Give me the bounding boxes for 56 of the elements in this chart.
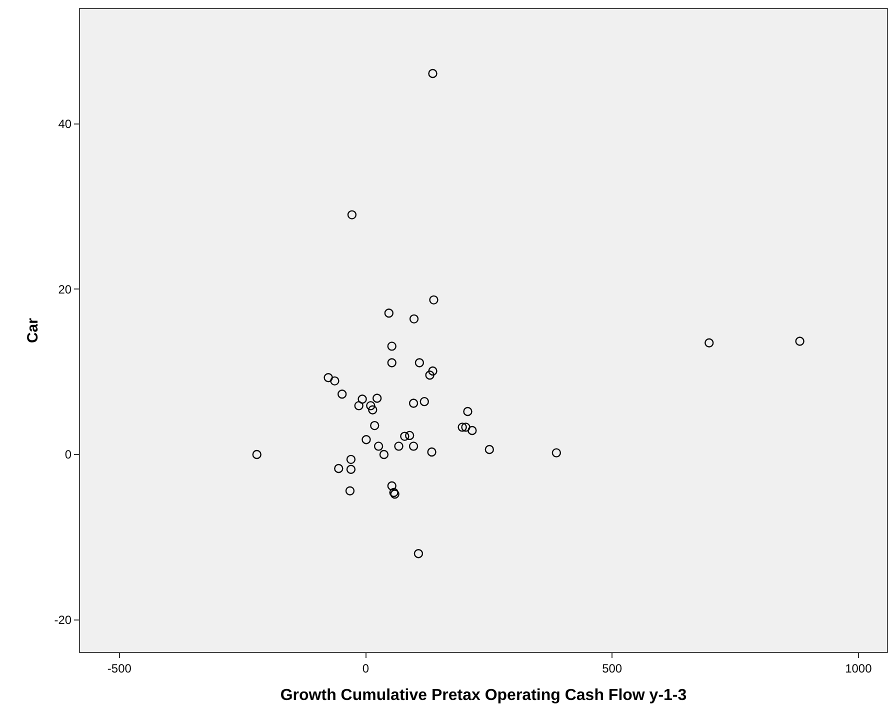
- point: [463, 406, 472, 416]
- point: [346, 464, 356, 474]
- y-tick-label: 40: [58, 117, 72, 132]
- point: [387, 481, 396, 490]
- point: [409, 314, 419, 324]
- point: [414, 549, 424, 558]
- point: [414, 358, 424, 368]
- point: [347, 210, 357, 220]
- point: [330, 376, 340, 386]
- point: [372, 394, 382, 403]
- point: [429, 295, 438, 305]
- point: [428, 366, 438, 376]
- point: [428, 68, 438, 78]
- point: [346, 454, 356, 464]
- x-tick-label: 500: [602, 661, 622, 676]
- point: [338, 390, 347, 399]
- point: [394, 442, 404, 451]
- point: [484, 444, 494, 454]
- point: [552, 448, 562, 458]
- point: [368, 405, 378, 414]
- point: [324, 373, 333, 382]
- point: [408, 442, 418, 451]
- y-axis-title: Car: [24, 318, 42, 344]
- y-tick-label: 0: [64, 448, 72, 462]
- point: [400, 432, 410, 441]
- y-tick-label: -20: [54, 612, 72, 627]
- x-tick-label: 1000: [845, 661, 872, 676]
- point: [795, 336, 804, 346]
- point: [468, 426, 477, 436]
- x-tick-label: -500: [107, 661, 132, 676]
- point: [345, 486, 355, 496]
- point: [427, 447, 436, 457]
- point: [387, 358, 396, 368]
- point: [370, 420, 380, 430]
- point: [362, 435, 371, 444]
- point: [387, 342, 396, 351]
- x-axis-title: Growth Cumulative Pretax Operating Cash Flow y-1-3: [280, 687, 687, 704]
- point: [334, 464, 344, 474]
- point: [425, 370, 434, 380]
- point: [366, 401, 376, 410]
- point: [390, 490, 400, 499]
- point: [458, 422, 467, 432]
- point: [405, 430, 414, 440]
- point: [704, 338, 714, 348]
- point: [384, 308, 394, 318]
- point: [379, 450, 389, 460]
- x-tick-label: 0: [362, 661, 370, 676]
- point: [408, 398, 418, 408]
- point: [252, 450, 262, 460]
- point: [354, 401, 364, 410]
- point: [389, 488, 398, 498]
- point: [358, 394, 367, 404]
- point: [461, 422, 470, 432]
- y-tick-label: 20: [58, 282, 72, 296]
- point: [374, 442, 384, 451]
- point: [420, 396, 429, 406]
